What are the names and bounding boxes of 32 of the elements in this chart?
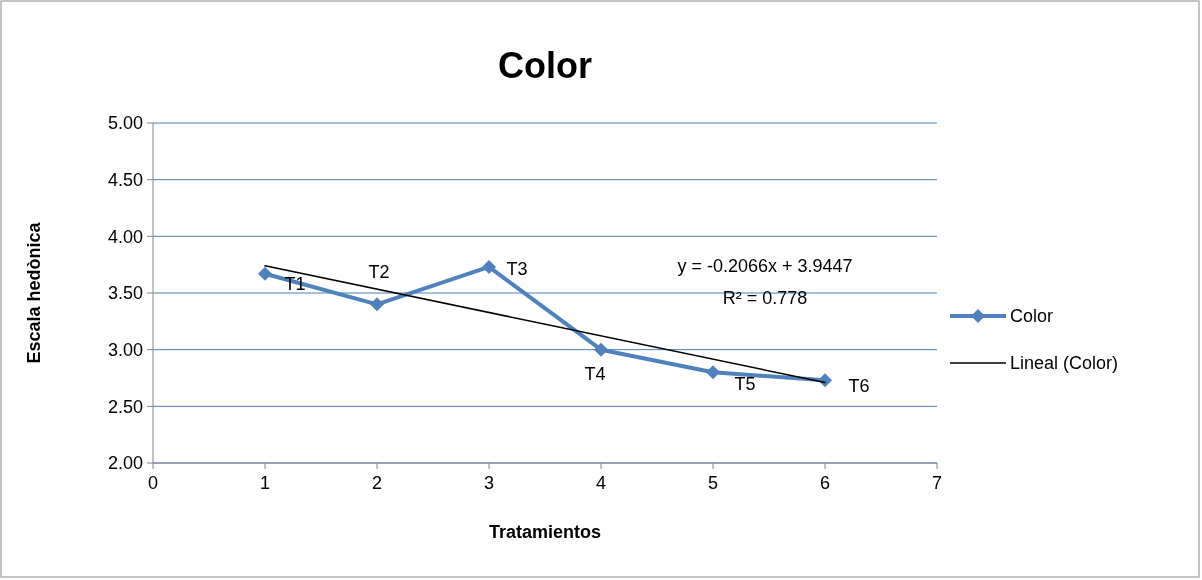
y-tick-label: 4.50 [107, 169, 143, 190]
point [482, 259, 496, 274]
x-tick-label: 4 [595, 473, 607, 493]
legend-label: Color [1010, 306, 1054, 327]
y-tick-label: 2.50 [107, 396, 143, 417]
x-tick-label: 1 [259, 473, 271, 493]
point [370, 297, 384, 312]
y-tick-label: 3.00 [107, 339, 143, 360]
point [594, 342, 608, 357]
y-tick-label: 4.00 [107, 226, 143, 247]
x-tick-label: 3 [483, 473, 495, 493]
x-axis-title: Tratamientos [488, 522, 602, 542]
annotation: y = -0.2066x + 3.9447 [677, 256, 853, 276]
point [706, 365, 720, 380]
y-axis-title: Escala hedònica [24, 221, 44, 364]
x-tick-label: 5 [707, 473, 719, 493]
x-tick-label: 7 [931, 473, 943, 493]
x-tick-label: 0 [147, 473, 159, 493]
annotation: T6 [848, 376, 870, 397]
annotation: T2 [368, 262, 390, 283]
legend-label: Lineal (Color) [1010, 353, 1119, 374]
y-tick-label: 2.00 [107, 453, 143, 474]
annotation: T5 [734, 374, 756, 395]
point [258, 266, 272, 281]
annotation: T3 [506, 258, 528, 279]
y-tick-label: 5.00 [107, 113, 143, 134]
annotation: R² = 0.778 [722, 288, 808, 308]
x-tick-label: 2 [371, 473, 383, 493]
chart-title: Color [498, 45, 592, 86]
annotation: T4 [584, 363, 606, 384]
x-tick-label: 6 [819, 473, 831, 493]
y-tick-label: 3.50 [107, 283, 143, 304]
